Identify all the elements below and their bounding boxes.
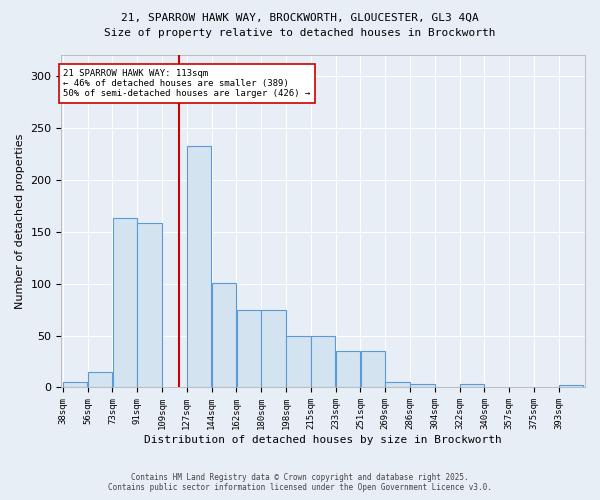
Bar <box>385 382 410 388</box>
Text: 21 SPARROW HAWK WAY: 113sqm
← 46% of detached houses are smaller (389)
50% of se: 21 SPARROW HAWK WAY: 113sqm ← 46% of det… <box>64 68 311 98</box>
Text: Contains HM Land Registry data © Crown copyright and database right 2025.
Contai: Contains HM Land Registry data © Crown c… <box>108 473 492 492</box>
Bar <box>113 218 137 388</box>
Text: Size of property relative to detached houses in Brockworth: Size of property relative to detached ho… <box>104 28 496 38</box>
Bar <box>336 351 360 388</box>
Bar <box>63 382 88 388</box>
Bar <box>286 336 311 388</box>
Bar <box>236 310 261 388</box>
Text: 21, SPARROW HAWK WAY, BROCKWORTH, GLOUCESTER, GL3 4QA: 21, SPARROW HAWK WAY, BROCKWORTH, GLOUCE… <box>121 12 479 22</box>
Bar <box>137 224 162 388</box>
Bar <box>212 282 236 388</box>
Y-axis label: Number of detached properties: Number of detached properties <box>15 134 25 309</box>
Bar <box>187 146 211 388</box>
X-axis label: Distribution of detached houses by size in Brockworth: Distribution of detached houses by size … <box>145 435 502 445</box>
Bar <box>410 384 434 388</box>
Bar <box>361 351 385 388</box>
Bar <box>262 310 286 388</box>
Bar <box>460 384 484 388</box>
Bar <box>311 336 335 388</box>
Bar <box>88 372 112 388</box>
Bar <box>559 386 583 388</box>
